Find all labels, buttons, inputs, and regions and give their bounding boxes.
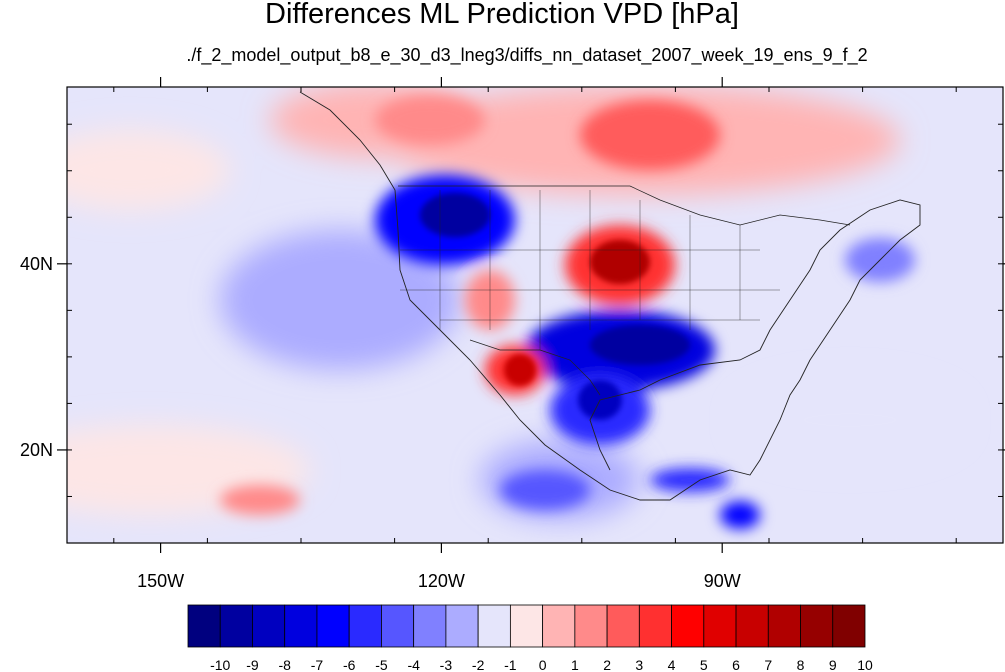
colorbar-swatch xyxy=(606,604,640,648)
colorbar-label: -5 xyxy=(375,657,388,672)
colorbar-swatch xyxy=(477,604,511,648)
colorbar-swatch xyxy=(348,604,382,648)
colorbar-label: -1 xyxy=(504,657,517,672)
map-field xyxy=(67,87,960,529)
colorbar-label: 8 xyxy=(797,657,805,672)
colorbar-swatch xyxy=(219,604,253,648)
colorbar-swatch xyxy=(252,604,286,648)
colorbar-swatch xyxy=(542,604,576,648)
colorbar-label: -9 xyxy=(246,657,259,672)
us-canada-border xyxy=(398,185,851,226)
map-frame xyxy=(66,86,1004,544)
colorbar-label: -6 xyxy=(343,657,356,672)
colorbar-swatch xyxy=(509,604,544,648)
x-tick-label: 90W xyxy=(704,571,741,591)
colorbar-swatch xyxy=(767,604,801,648)
colorbar-label: 1 xyxy=(571,657,579,672)
colorbar-swatch xyxy=(284,604,318,648)
colorbar-label: 0 xyxy=(539,657,547,672)
y-tick-label: 40N xyxy=(20,254,53,274)
colorbar-swatch xyxy=(445,604,479,648)
core-anomaly-layer xyxy=(420,193,690,420)
colorbar-swatch xyxy=(832,604,866,648)
colorbar-label: 3 xyxy=(635,657,643,672)
colorbar-label: -10 xyxy=(210,657,230,672)
colorbar-swatch xyxy=(574,604,608,648)
x-tick-label: 120W xyxy=(418,571,465,591)
colorbar-swatch xyxy=(671,604,705,648)
chart-subtitle: ./f_2_model_output_b8_e_30_d3_lneg3/diff… xyxy=(186,45,867,66)
colorbar-label: -8 xyxy=(278,657,291,672)
colorbar-swatch xyxy=(413,604,447,648)
map-plot: 150W 120W 90W 20N 40N xyxy=(20,77,1005,591)
colorbar-label: -3 xyxy=(440,657,453,672)
colorbar: -10 -9 -8 -7 -6 -5 -4 -3 -2 -1 0 1 2 3 4 5 6 7 8 9 10 xyxy=(187,604,873,672)
colorbar-label: -4 xyxy=(407,657,420,672)
y-tick-label: 20N xyxy=(20,440,53,460)
colorbar-label: 10 xyxy=(857,657,873,672)
colorbar-label: 7 xyxy=(764,657,772,672)
colorbar-label: -2 xyxy=(472,657,485,672)
state-lines xyxy=(400,190,780,350)
x-axis-ticks: 150W 120W 90W xyxy=(113,77,957,591)
colorbar-swatch xyxy=(316,604,350,648)
colorbar-label: -7 xyxy=(311,657,324,672)
colorbar-swatch xyxy=(381,604,415,648)
colorbar-label: 5 xyxy=(700,657,708,672)
colorbar-swatch xyxy=(703,604,737,648)
colorbar-label: 4 xyxy=(668,657,676,672)
y-axis-ticks: 20N 40N xyxy=(20,123,1005,497)
colorbar-label: 9 xyxy=(829,657,837,672)
colorbar-swatch xyxy=(638,604,672,648)
chart-title: Differences ML Prediction VPD [hPa] xyxy=(265,0,739,30)
x-tick-label: 150W xyxy=(137,571,184,591)
colorbar-label: 6 xyxy=(732,657,740,672)
us-mexico-border xyxy=(469,339,601,396)
colorbar-swatch xyxy=(735,604,769,648)
colorbar-label: 2 xyxy=(603,657,611,672)
colorbar-swatch xyxy=(187,604,221,648)
colorbar-swatch xyxy=(800,604,834,648)
